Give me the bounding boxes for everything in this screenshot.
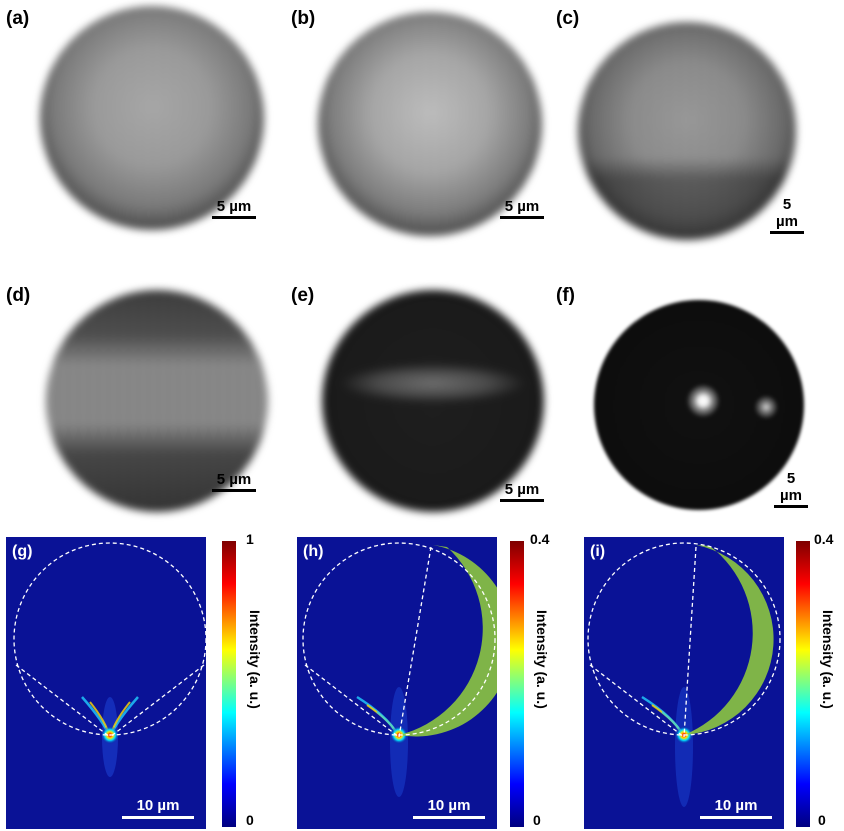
scale-bar: 5 µm	[774, 470, 808, 508]
colorbar-title: Intensity (a. u.)	[247, 610, 263, 709]
scale-bar: 10 µm	[122, 797, 194, 819]
scale-bar-label: 5 µm	[504, 481, 540, 498]
field-map	[587, 542, 781, 807]
simulation-panel-g: (g) 10 µm	[6, 537, 206, 829]
microsphere-image	[594, 300, 804, 510]
scale-bar-label: 5 µm	[504, 198, 540, 215]
colorbar-g	[222, 541, 236, 827]
scale-bar: 5 µm	[770, 196, 804, 234]
panel-label: (a)	[6, 8, 30, 29]
field-map	[13, 542, 206, 777]
colorbar-max-label: 1	[246, 531, 254, 547]
field-map	[302, 542, 497, 797]
panel-label: (f)	[556, 285, 575, 306]
panel-label: (c)	[556, 8, 580, 29]
shell-region	[684, 545, 774, 735]
microsphere-image	[46, 290, 268, 512]
colorbar-i	[796, 541, 810, 827]
panel-label: (b)	[291, 8, 316, 29]
colorbar-title: Intensity (a. u.)	[534, 610, 550, 709]
panel-label: (e)	[291, 285, 315, 306]
colorbar-min-label: 0	[246, 812, 254, 828]
scale-bar: 5 µm	[500, 481, 544, 502]
scale-bar-label: 10 µm	[136, 797, 180, 814]
scale-bar-label: 10 µm	[714, 797, 758, 814]
shell-region	[399, 545, 497, 737]
simulation-panel-h: (h) 10 µm	[297, 537, 497, 829]
colorbar-max-label: 0.4	[530, 531, 550, 547]
panel-label: (h)	[303, 543, 324, 560]
scale-bar-label: 5 µm	[216, 198, 252, 215]
microsphere-image	[40, 6, 264, 230]
colorbar-min-label: 0	[818, 812, 826, 828]
scale-bar: 10 µm	[413, 797, 485, 819]
colorbar-max-label: 0.4	[814, 531, 834, 547]
scale-bar-label: 5 µm	[780, 470, 802, 504]
microsphere-image	[578, 22, 796, 240]
scale-bar: 5 µm	[212, 471, 256, 492]
panel-label: (g)	[12, 543, 33, 560]
scale-bar-label: 5 µm	[216, 471, 252, 488]
panel-label: (d)	[6, 285, 31, 306]
scale-bar-label: 5 µm	[776, 196, 798, 230]
panel-label: (i)	[590, 543, 606, 560]
microsphere-image	[322, 290, 544, 512]
simulation-panel-i: (i) 10 µm	[584, 537, 784, 829]
scale-bar: 10 µm	[700, 797, 772, 819]
microsphere-image	[318, 12, 542, 236]
scale-bar: 5 µm	[500, 198, 544, 219]
colorbar-title: Intensity (a. u.)	[820, 610, 836, 709]
colorbar-min-label: 0	[533, 812, 541, 828]
scale-bar-label: 10 µm	[427, 797, 471, 814]
scale-bar: 5 µm	[212, 198, 256, 219]
colorbar-h	[510, 541, 524, 827]
